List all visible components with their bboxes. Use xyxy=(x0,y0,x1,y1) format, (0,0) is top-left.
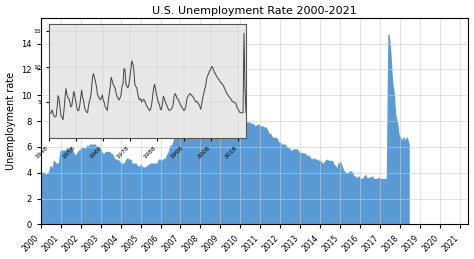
Title: U.S. Unemployment Rate 2000-2021: U.S. Unemployment Rate 2000-2021 xyxy=(152,5,357,16)
Y-axis label: Unemployment rate: Unemployment rate xyxy=(6,72,16,170)
